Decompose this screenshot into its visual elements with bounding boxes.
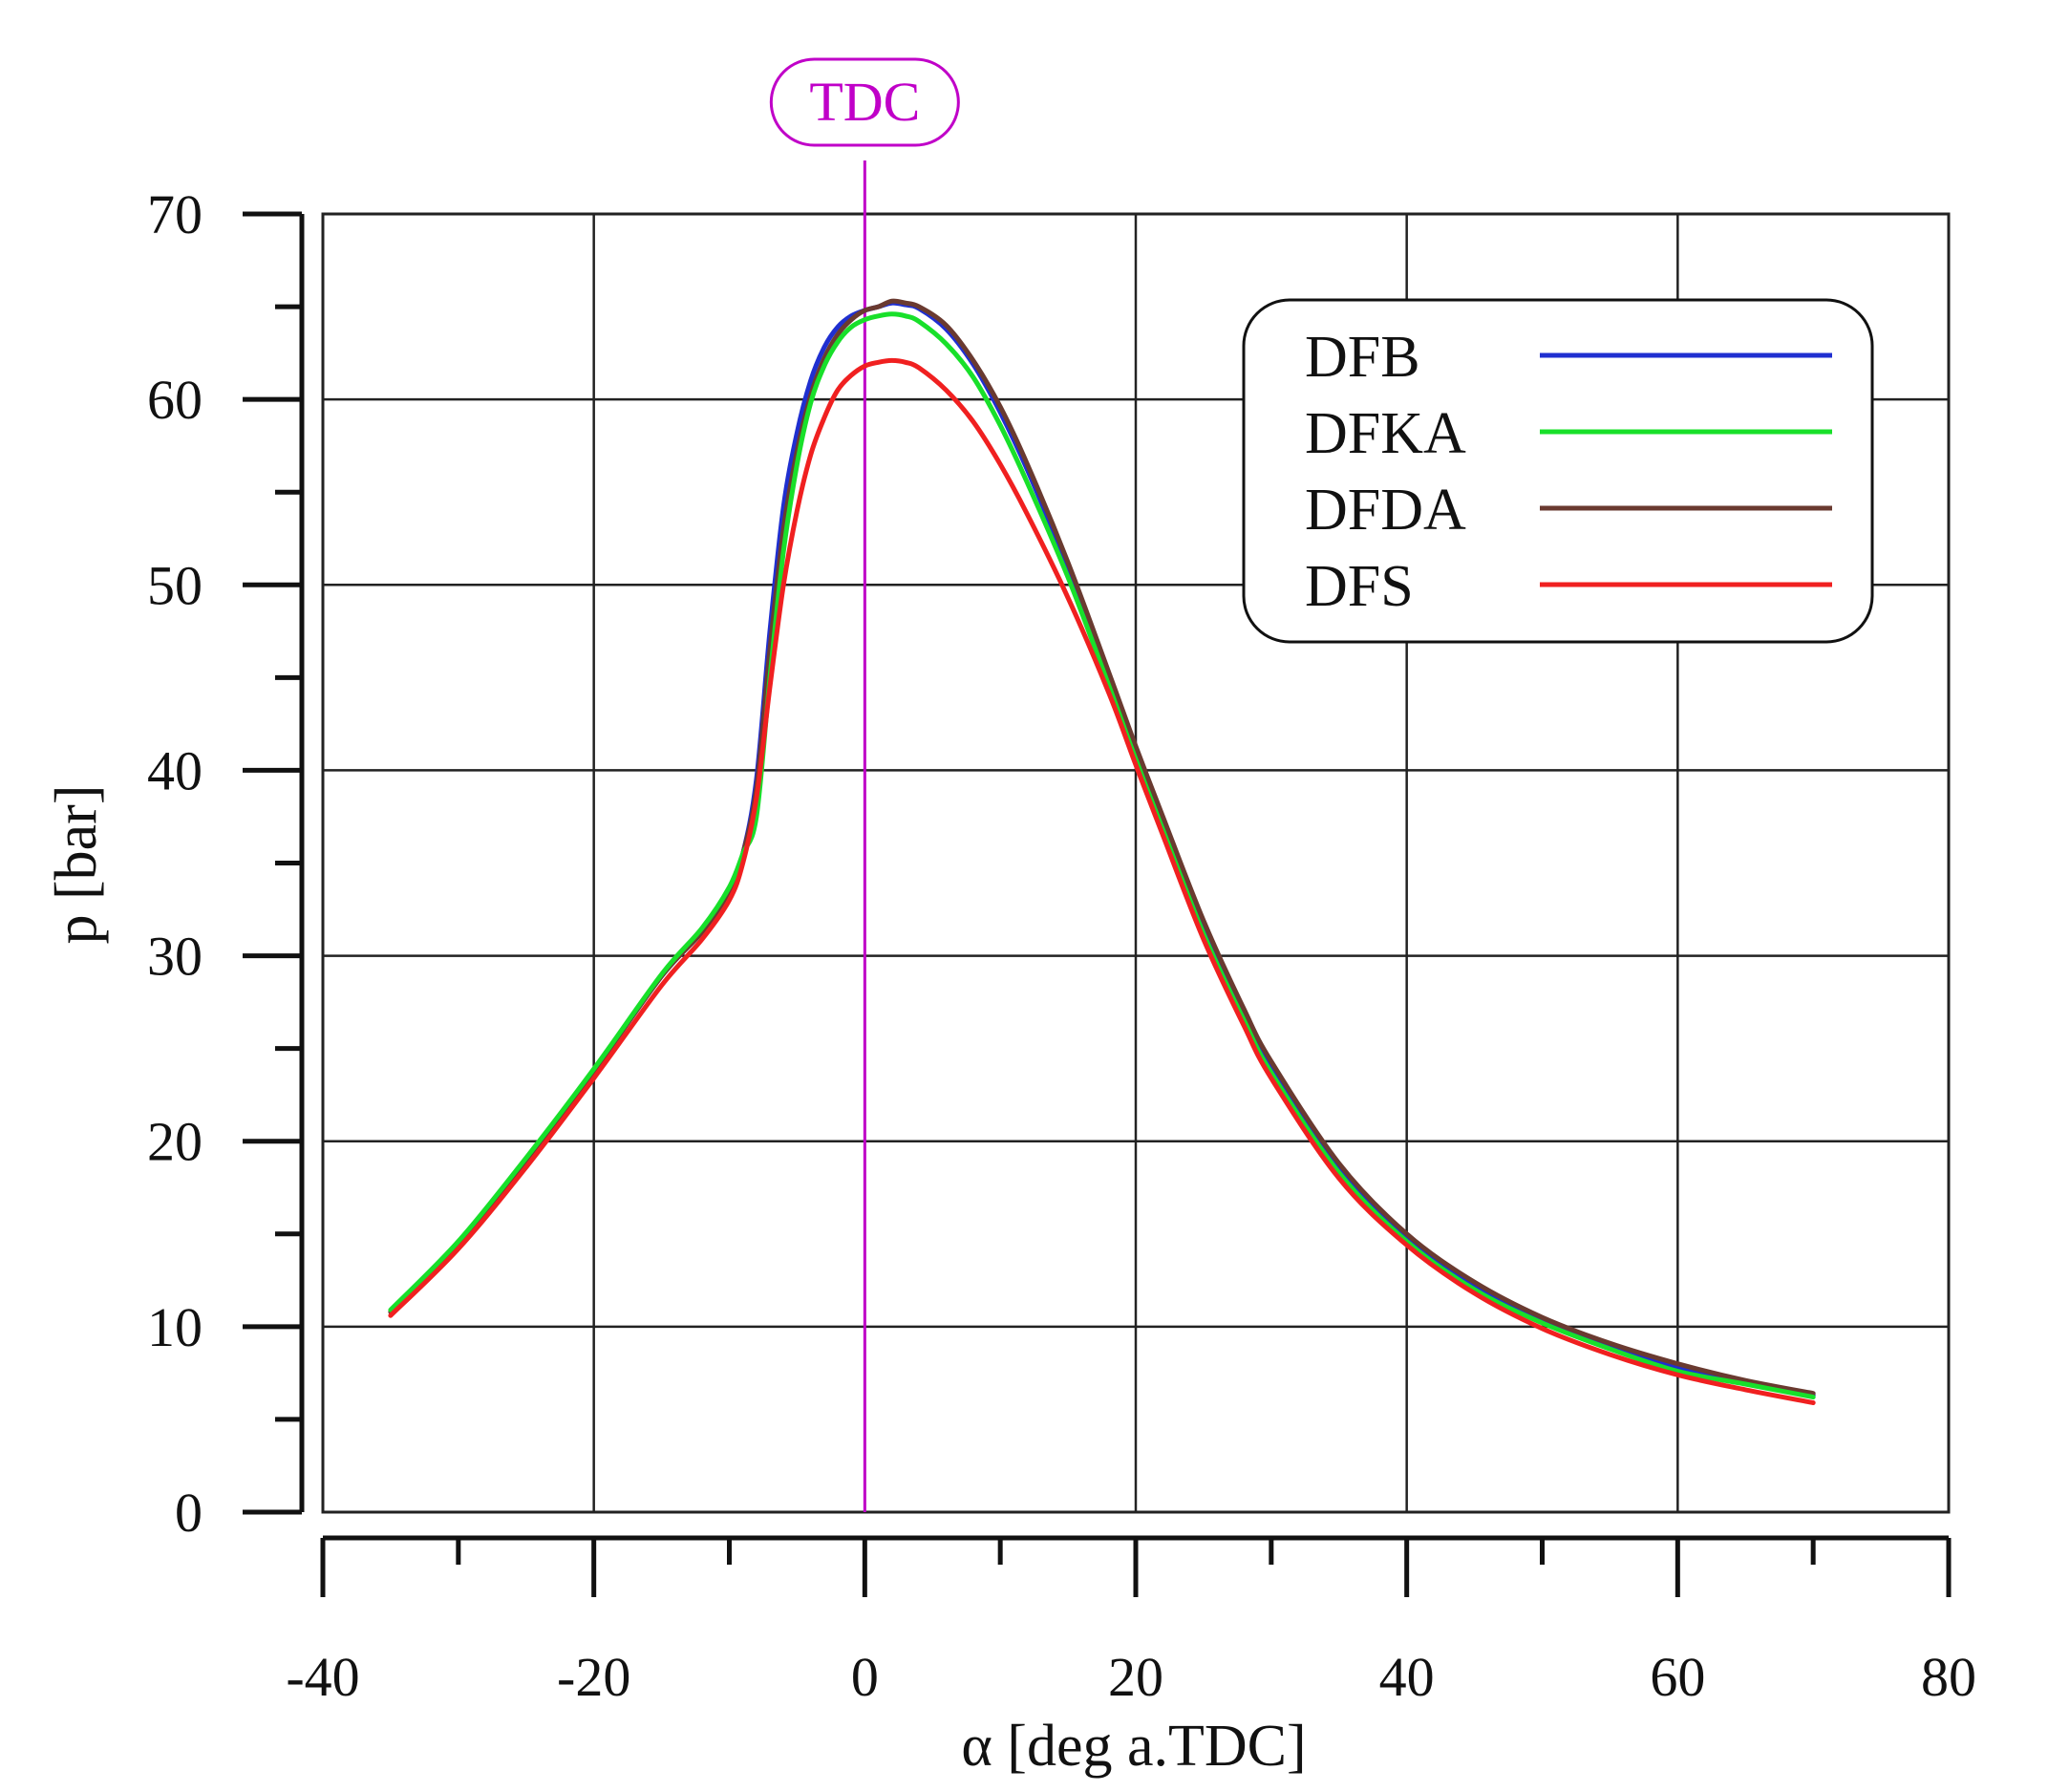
tdc-marker: TDC	[769, 57, 960, 1512]
x-tick-label: -40	[286, 1646, 359, 1708]
legend-label-dfs: DFS	[1305, 554, 1414, 619]
x-tick-label: 40	[1379, 1646, 1435, 1708]
x-tick-label: 20	[1108, 1646, 1163, 1708]
y-tick-label: 20	[147, 1111, 203, 1173]
series-line-dfka	[388, 311, 1816, 1400]
y-tick-label: 40	[147, 739, 203, 801]
x-axis-title: α [deg a.TDC]	[961, 1714, 1306, 1779]
x-tick-label: -20	[557, 1646, 630, 1708]
x-tick-label: 60	[1650, 1646, 1705, 1708]
x-tick-label: 0	[851, 1646, 879, 1708]
x-tick-label: 80	[1921, 1646, 1976, 1708]
y-tick-label: 0	[175, 1482, 203, 1544]
y-axis-title: p [bar]	[44, 785, 109, 945]
series-line-dfs	[388, 357, 1816, 1405]
y-tick-label: 50	[147, 554, 203, 616]
legend-label-dfda: DFDA	[1305, 478, 1466, 543]
y-tick-label: 30	[147, 926, 203, 988]
tdc-label-box	[769, 57, 960, 147]
legend: DFB DFKA DFDA DFS	[1242, 298, 1874, 644]
tdc-label: TDC	[809, 71, 920, 133]
axes: 0 10 20 30 40 50 60 70 -40 -20 0 20 40 60 80	[147, 183, 1976, 1708]
series-lines	[388, 298, 1816, 1405]
legend-label-dfka: DFKA	[1305, 401, 1466, 466]
y-tick-label: 60	[147, 369, 203, 431]
y-tick-label: 10	[147, 1296, 203, 1358]
legend-label-dfb: DFB	[1305, 325, 1420, 390]
y-tick-label: 70	[147, 183, 203, 245]
legend-box	[1242, 298, 1874, 644]
